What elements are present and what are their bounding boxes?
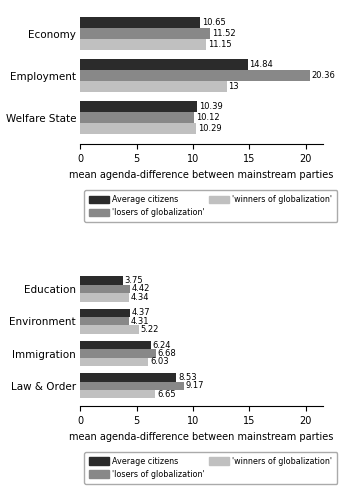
Text: 10.39: 10.39 bbox=[199, 102, 223, 112]
Text: 5.22: 5.22 bbox=[141, 325, 159, 334]
Bar bbox=[80, 317, 129, 326]
Text: 4.42: 4.42 bbox=[132, 284, 150, 294]
Bar bbox=[80, 382, 184, 390]
Bar bbox=[80, 124, 196, 134]
Text: 11.52: 11.52 bbox=[212, 29, 236, 38]
Text: 3.75: 3.75 bbox=[124, 276, 143, 285]
Text: 8.53: 8.53 bbox=[178, 373, 197, 382]
Text: 14.84: 14.84 bbox=[249, 60, 273, 70]
Text: 6.65: 6.65 bbox=[157, 390, 175, 399]
Bar bbox=[80, 102, 198, 112]
Bar bbox=[80, 326, 139, 334]
Text: 10.29: 10.29 bbox=[198, 124, 222, 134]
Bar bbox=[80, 308, 130, 317]
Bar bbox=[80, 28, 210, 39]
Bar bbox=[80, 112, 194, 124]
Bar bbox=[80, 39, 206, 50]
Text: 20.36: 20.36 bbox=[311, 72, 336, 80]
Bar bbox=[80, 358, 148, 366]
Text: 10.65: 10.65 bbox=[202, 18, 226, 28]
Legend: Average citizens, 'losers of globalization', 'winners of globalization': Average citizens, 'losers of globalizati… bbox=[84, 452, 337, 484]
Bar bbox=[80, 276, 122, 285]
Text: 9.17: 9.17 bbox=[185, 382, 204, 390]
Bar bbox=[80, 60, 248, 70]
Text: 4.34: 4.34 bbox=[131, 293, 149, 302]
X-axis label: mean agenda-difference between mainstream parties: mean agenda-difference between mainstrea… bbox=[69, 432, 334, 442]
Bar bbox=[80, 82, 227, 92]
Bar bbox=[80, 18, 200, 28]
X-axis label: mean agenda-difference between mainstream parties: mean agenda-difference between mainstrea… bbox=[69, 170, 334, 179]
Text: 4.31: 4.31 bbox=[131, 317, 149, 326]
Bar bbox=[80, 293, 129, 302]
Bar bbox=[80, 285, 130, 293]
Text: 6.03: 6.03 bbox=[150, 358, 169, 366]
Text: 4.37: 4.37 bbox=[131, 308, 150, 318]
Text: 11.15: 11.15 bbox=[208, 40, 231, 49]
Bar bbox=[80, 341, 151, 349]
Bar bbox=[80, 350, 156, 358]
Bar bbox=[80, 390, 155, 398]
Text: 10.12: 10.12 bbox=[196, 114, 220, 122]
Text: 6.24: 6.24 bbox=[152, 340, 171, 349]
Text: 13: 13 bbox=[228, 82, 239, 92]
Legend: Average citizens, 'losers of globalization', 'winners of globalization': Average citizens, 'losers of globalizati… bbox=[84, 190, 337, 222]
Bar bbox=[80, 374, 176, 382]
Text: 6.68: 6.68 bbox=[157, 349, 176, 358]
Bar bbox=[80, 70, 310, 82]
